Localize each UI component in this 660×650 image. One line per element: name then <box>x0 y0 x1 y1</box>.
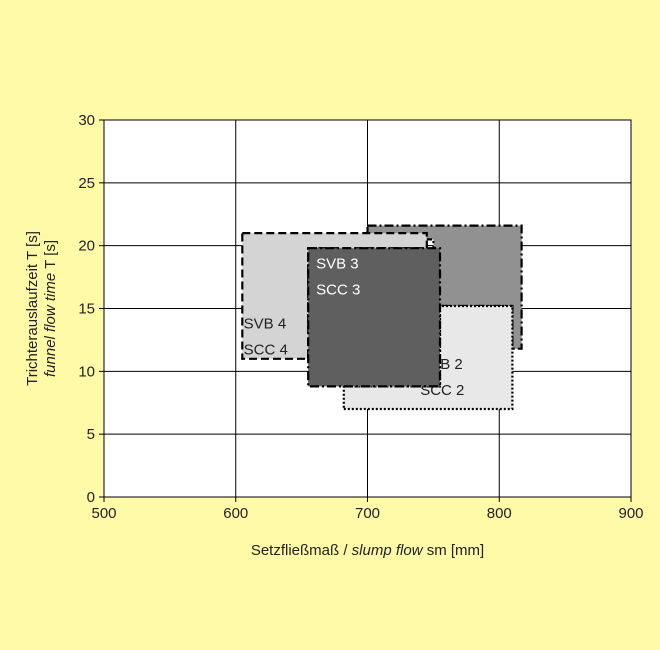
region-svb1-label-2: SCC 1 <box>541 255 585 272</box>
x-axis-title-main: Setzfließmaß / <box>251 542 352 559</box>
y-tick-label: 10 <box>78 363 95 380</box>
y-tick-label: 15 <box>78 301 95 318</box>
x-tick-label: 900 <box>618 505 643 522</box>
region-svb1-label-1: SVB 1 <box>541 229 584 246</box>
x-tick-label: 700 <box>355 505 380 522</box>
y-axis-title-line2-rest: T [s] <box>42 240 59 273</box>
x-tick-label: 800 <box>487 505 512 522</box>
y-axis-title-line1: Trichterauslaufzeit T [s] <box>24 231 41 386</box>
x-axis-title: Setzfließmaß / slump flow sm [mm] <box>251 542 484 559</box>
region-svb3-label-1: SVB 3 <box>316 255 359 272</box>
y-axis-title: Trichterauslaufzeit T [s] funnel flow ti… <box>24 231 59 386</box>
y-tick-label: 0 <box>87 489 95 506</box>
y-tick-label: 30 <box>78 112 95 129</box>
x-axis-title-rest: sm [mm] <box>423 542 485 559</box>
y-tick-label: 25 <box>78 175 95 192</box>
region-svb3-shape <box>307 247 442 388</box>
region-svb3-label-2: SCC 3 <box>316 281 360 298</box>
x-tick-label: 500 <box>91 505 116 522</box>
y-axis-title-line2-italic: funnel flow time <box>42 273 59 377</box>
y-axis-title-line2: funnel flow time T [s] <box>42 240 59 377</box>
y-axis-ticks: 0 5 10 15 20 25 30 <box>78 112 104 506</box>
y-tick-label: 20 <box>78 238 95 255</box>
region-svb4-label-2: SCC 4 <box>244 342 288 359</box>
x-axis-title-italic: slump flow <box>352 542 424 559</box>
region-svb3: SVB 3 SCC 3 <box>307 247 442 388</box>
y-tick-label: 5 <box>87 426 95 443</box>
x-tick-label: 600 <box>223 505 248 522</box>
x-axis-ticks: 500 600 700 800 900 <box>91 497 644 522</box>
region-svb4-label-1: SVB 4 <box>244 316 287 333</box>
